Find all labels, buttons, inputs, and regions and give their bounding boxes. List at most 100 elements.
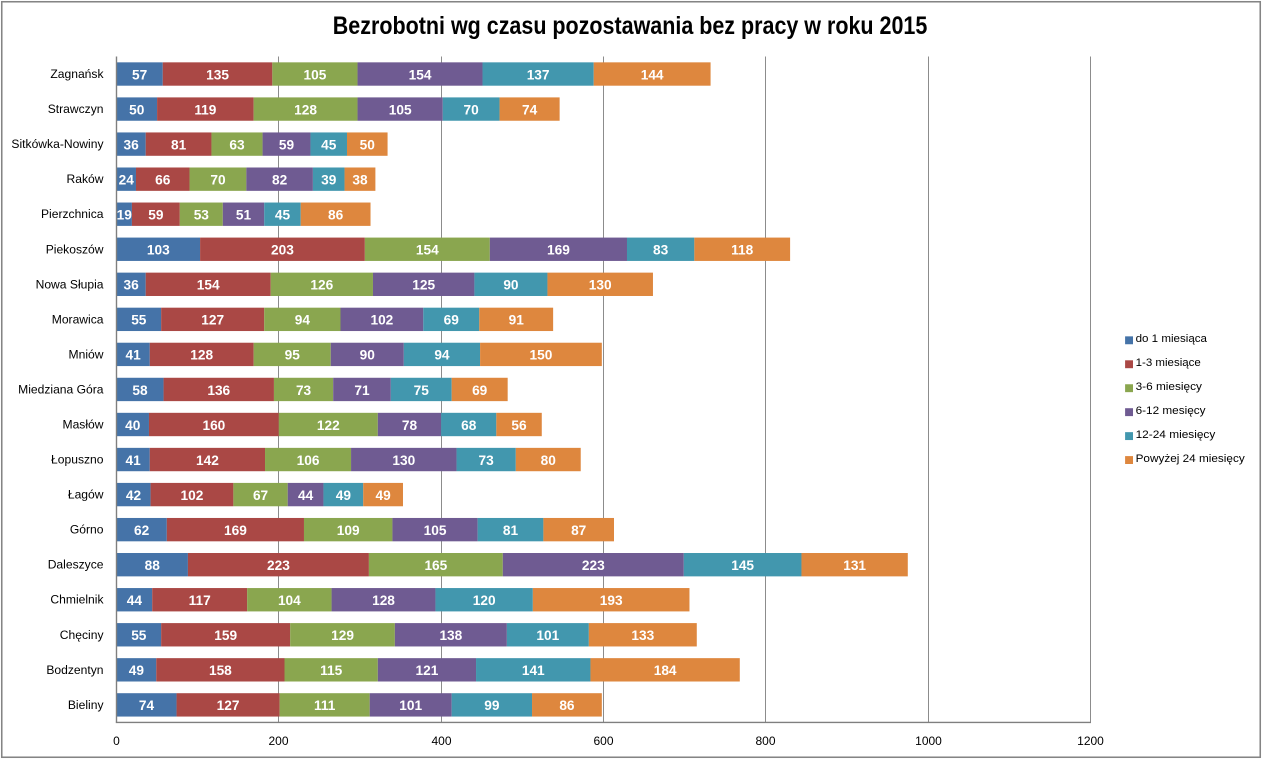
svg-text:200: 200: [268, 734, 288, 748]
svg-text:133: 133: [631, 628, 654, 643]
svg-text:135: 135: [206, 67, 229, 82]
svg-text:105: 105: [424, 523, 447, 538]
svg-text:115: 115: [320, 663, 342, 678]
svg-text:87: 87: [571, 523, 587, 538]
svg-text:59: 59: [148, 208, 164, 223]
svg-text:138: 138: [439, 628, 462, 643]
svg-text:Strawczyn: Strawczyn: [48, 102, 104, 116]
svg-text:90: 90: [503, 278, 519, 293]
svg-text:109: 109: [337, 523, 360, 538]
svg-text:101: 101: [536, 628, 559, 643]
svg-text:169: 169: [547, 243, 570, 258]
svg-text:128: 128: [190, 348, 213, 363]
svg-text:1200: 1200: [1077, 734, 1104, 748]
svg-text:159: 159: [214, 628, 237, 643]
svg-text:66: 66: [155, 172, 171, 187]
svg-text:62: 62: [134, 523, 150, 538]
svg-text:Daleszyce: Daleszyce: [48, 558, 104, 572]
svg-text:144: 144: [641, 67, 664, 82]
svg-text:55: 55: [131, 313, 147, 328]
svg-text:126: 126: [310, 278, 333, 293]
svg-text:Bieliny: Bieliny: [68, 698, 105, 712]
svg-text:41: 41: [126, 348, 142, 363]
svg-text:86: 86: [328, 208, 344, 223]
svg-text:49: 49: [336, 488, 352, 503]
svg-text:Łagów: Łagów: [68, 488, 104, 502]
svg-text:Nowa Słupia: Nowa Słupia: [36, 277, 104, 291]
svg-text:105: 105: [304, 67, 327, 82]
svg-text:50: 50: [360, 137, 376, 152]
svg-text:51: 51: [236, 208, 252, 223]
svg-text:59: 59: [279, 137, 295, 152]
svg-text:158: 158: [209, 663, 232, 678]
svg-text:70: 70: [464, 102, 480, 117]
svg-text:38: 38: [352, 172, 368, 187]
svg-text:95: 95: [285, 348, 301, 363]
svg-text:74: 74: [522, 102, 538, 117]
svg-text:24: 24: [119, 172, 135, 187]
svg-text:69: 69: [444, 313, 460, 328]
svg-text:142: 142: [196, 453, 219, 468]
svg-text:Morawica: Morawica: [52, 312, 104, 326]
svg-text:12-24 miesięcy: 12-24 miesięcy: [1136, 429, 1216, 441]
svg-text:141: 141: [522, 663, 545, 678]
svg-text:Piekoszów: Piekoszów: [46, 242, 104, 256]
svg-text:160: 160: [202, 418, 225, 433]
svg-text:Miedziana Góra: Miedziana Góra: [18, 382, 104, 396]
svg-text:125: 125: [412, 278, 435, 293]
svg-text:154: 154: [416, 243, 439, 258]
svg-text:58: 58: [132, 383, 148, 398]
svg-text:83: 83: [653, 243, 669, 258]
svg-text:111: 111: [314, 698, 336, 713]
svg-text:70: 70: [210, 172, 226, 187]
svg-text:1000: 1000: [915, 734, 942, 748]
svg-text:203: 203: [271, 243, 294, 258]
svg-text:102: 102: [181, 488, 204, 503]
svg-text:130: 130: [589, 278, 612, 293]
svg-text:Chmielnik: Chmielnik: [50, 593, 104, 607]
svg-text:44: 44: [298, 488, 314, 503]
svg-text:81: 81: [503, 523, 519, 538]
svg-text:94: 94: [295, 313, 311, 328]
svg-text:94: 94: [434, 348, 450, 363]
svg-text:56: 56: [511, 418, 527, 433]
svg-text:36: 36: [123, 278, 139, 293]
svg-text:128: 128: [372, 593, 395, 608]
svg-text:Łopuszno: Łopuszno: [51, 453, 104, 467]
svg-text:42: 42: [126, 488, 142, 503]
svg-text:78: 78: [402, 418, 418, 433]
svg-text:120: 120: [473, 593, 496, 608]
svg-text:73: 73: [479, 453, 495, 468]
svg-text:55: 55: [131, 628, 147, 643]
svg-text:68: 68: [461, 418, 477, 433]
svg-text:Masłów: Masłów: [63, 418, 104, 432]
svg-text:41: 41: [126, 453, 142, 468]
svg-text:169: 169: [224, 523, 247, 538]
svg-text:73: 73: [296, 383, 312, 398]
svg-text:86: 86: [559, 698, 575, 713]
svg-text:Sitkówka-Nowiny: Sitkówka-Nowiny: [11, 137, 104, 151]
svg-text:Chęciny: Chęciny: [60, 628, 105, 642]
svg-text:118: 118: [731, 243, 753, 258]
svg-text:193: 193: [600, 593, 623, 608]
svg-text:3-6 miesięcy: 3-6 miesięcy: [1136, 381, 1203, 393]
svg-text:137: 137: [527, 67, 550, 82]
svg-text:49: 49: [129, 663, 145, 678]
svg-text:80: 80: [541, 453, 557, 468]
svg-text:71: 71: [354, 383, 370, 398]
svg-text:99: 99: [484, 698, 500, 713]
svg-text:81: 81: [171, 137, 187, 152]
svg-text:67: 67: [253, 488, 269, 503]
svg-text:74: 74: [139, 698, 155, 713]
svg-text:223: 223: [267, 558, 290, 573]
svg-text:63: 63: [229, 137, 245, 152]
svg-text:127: 127: [201, 313, 224, 328]
svg-text:122: 122: [317, 418, 340, 433]
svg-text:106: 106: [297, 453, 320, 468]
svg-text:49: 49: [375, 488, 391, 503]
svg-text:154: 154: [197, 278, 220, 293]
svg-text:88: 88: [145, 558, 161, 573]
svg-text:117: 117: [189, 593, 211, 608]
svg-text:69: 69: [472, 383, 488, 398]
svg-text:91: 91: [509, 313, 525, 328]
